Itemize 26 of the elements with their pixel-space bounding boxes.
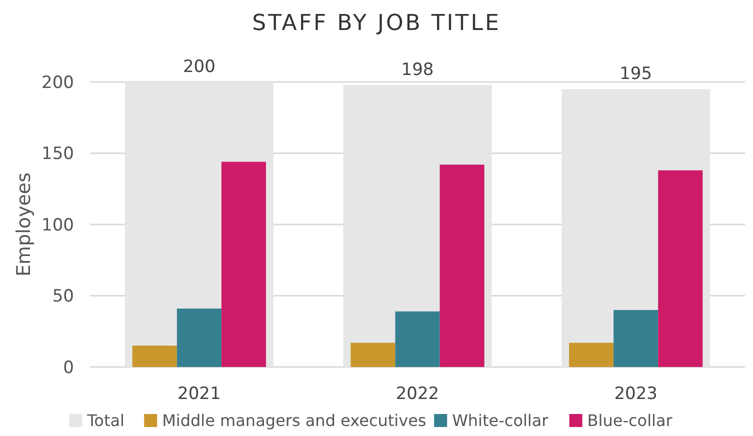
bar: [658, 170, 703, 367]
bar: [614, 310, 658, 367]
bar: [569, 342, 614, 367]
data-label: 195: [620, 64, 652, 84]
bar: [221, 162, 266, 367]
bar: [440, 164, 484, 367]
chart-title: STAFF BY JOB TITLE: [252, 11, 501, 36]
legend-label: Blue-collar: [587, 411, 673, 430]
bar: [176, 308, 222, 367]
data-label: 198: [401, 60, 434, 80]
y-tick-label: 150: [42, 144, 74, 164]
legend-label: White-collar: [452, 411, 549, 430]
y-tick-label: 50: [52, 286, 74, 307]
legend-label: Middle managers and executives: [162, 411, 426, 430]
bar: [132, 346, 177, 367]
y-axis-title: Employees: [13, 172, 35, 276]
bar: [350, 342, 396, 367]
bar: [395, 311, 440, 367]
y-tick-label: 0: [63, 358, 74, 378]
y-tick-label: 200: [42, 72, 74, 93]
y-tick-label: 100: [42, 215, 74, 236]
data-label: 200: [182, 57, 216, 77]
x-tick-label: 2023: [614, 384, 658, 404]
x-tick-label: 2022: [396, 384, 440, 404]
legend-label: Total: [86, 411, 124, 430]
x-tick-label: 2021: [178, 384, 221, 404]
